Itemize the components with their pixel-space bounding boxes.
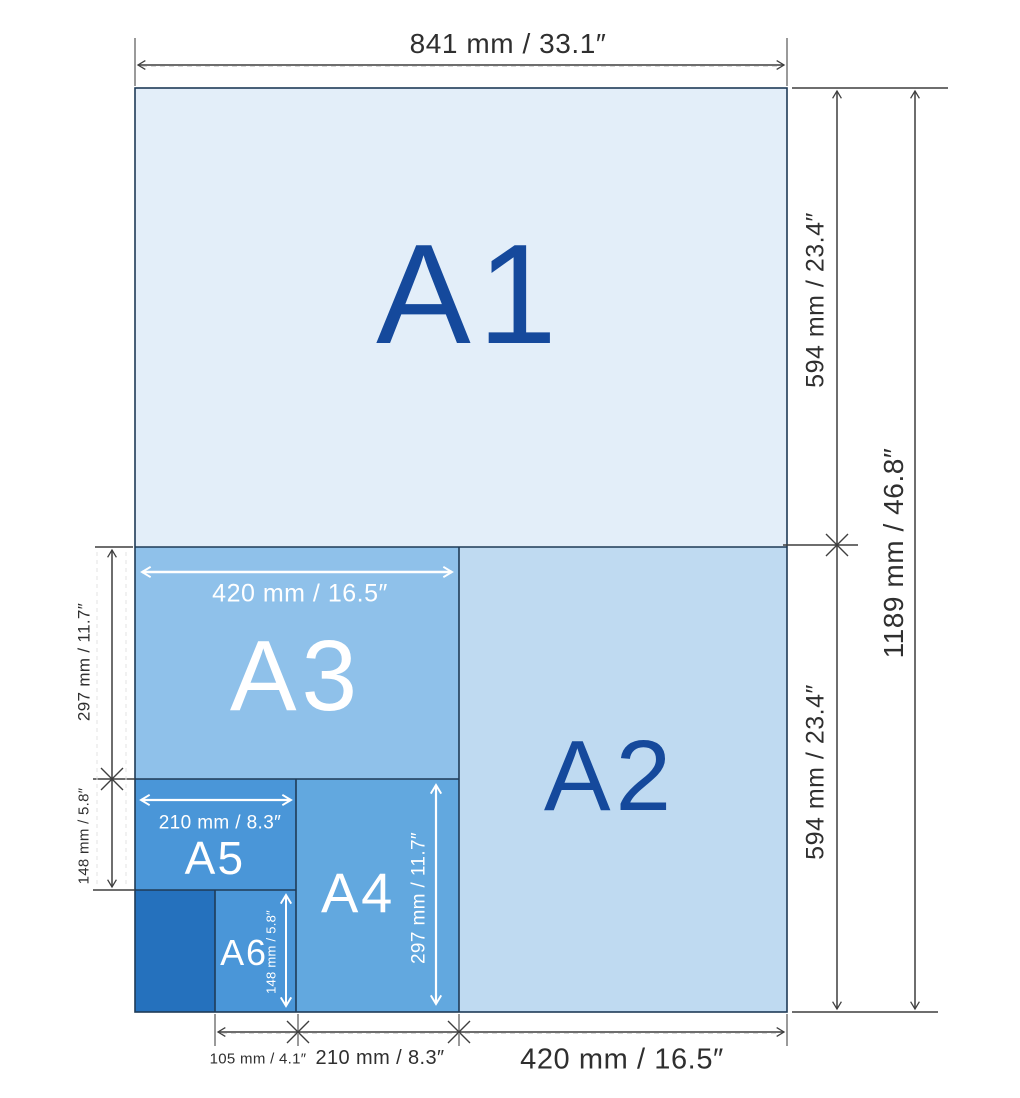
dim-label-right-upper: 594 mm / 23.4″	[801, 212, 830, 388]
dim-label-a3-width: 420 mm / 16.5″	[212, 579, 388, 608]
paper-corner-square	[135, 890, 215, 1012]
paper-a1-label: A1	[376, 215, 564, 374]
dim-label-left-lower: 148 mm / 5.8″	[75, 787, 93, 885]
dim-label-top-width: 841 mm / 33.1″	[409, 28, 607, 59]
paper-a3-label: A3	[229, 620, 363, 732]
dim-label-right-lower: 594 mm / 23.4″	[801, 684, 830, 860]
paper-a6-label: A6	[220, 932, 268, 973]
left-height-dimensions	[93, 546, 135, 891]
paper-a2-label: A2	[543, 720, 677, 832]
bottom-width-dimensions	[214, 1014, 788, 1046]
dim-label-bottom-a6: 105 mm / 4.1″	[209, 1050, 307, 1068]
paper-a5-label: A5	[184, 832, 246, 884]
dim-label-bottom-a2: 420 mm / 16.5″	[520, 1043, 724, 1076]
dim-label-a4-height: 297 mm / 11.7″	[408, 831, 430, 965]
dim-label-a6-height: 148 mm / 5.8″	[263, 910, 279, 994]
dim-label-left-upper: 297 mm / 11.7″	[74, 602, 94, 722]
paper-a4-label: A4	[320, 861, 396, 924]
dim-label-a5-width: 210 mm / 8.3″	[158, 812, 282, 834]
dim-label-bottom-a4: 210 mm / 8.3″	[315, 1047, 445, 1069]
dim-label-right-total: 1189 mm / 46.8″	[878, 447, 909, 659]
